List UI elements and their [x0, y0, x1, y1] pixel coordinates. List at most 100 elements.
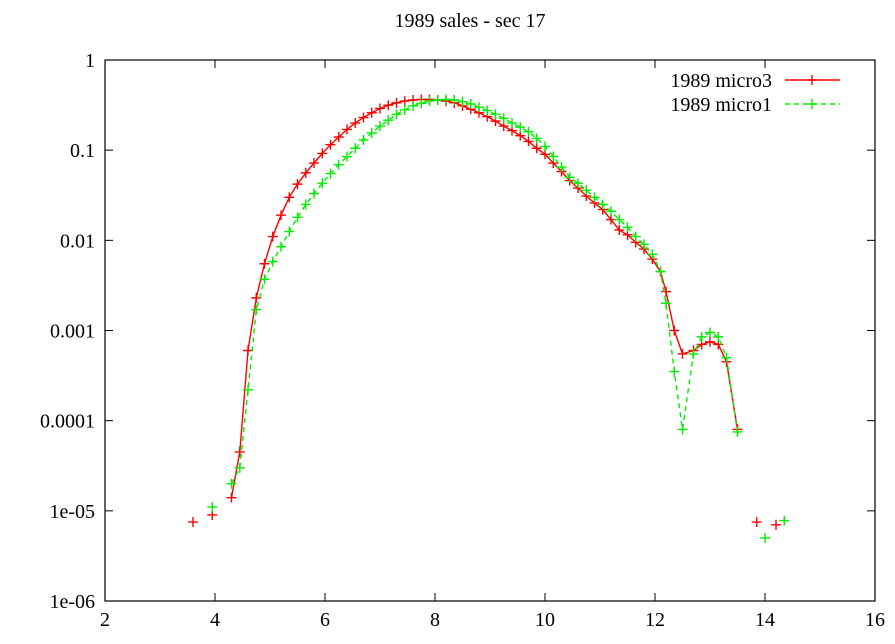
- data-point: [276, 241, 286, 252]
- data-point: [383, 100, 394, 111]
- x-tick-label: 16: [865, 609, 885, 631]
- data-point: [416, 98, 427, 109]
- data-point: [300, 199, 311, 210]
- data-point: [705, 327, 715, 338]
- x-tick-label: 14: [755, 609, 775, 631]
- isolated-point: [188, 517, 198, 528]
- data-point: [713, 331, 724, 342]
- data-point: [309, 188, 319, 199]
- data-point: [309, 158, 319, 169]
- data-point: [317, 148, 328, 159]
- y-tick-label: 0.1: [70, 140, 95, 162]
- y-tick-label: 1: [85, 50, 95, 72]
- data-point: [639, 239, 649, 250]
- data-point: [300, 167, 311, 178]
- data-point: [284, 226, 295, 237]
- data-point: [622, 222, 633, 233]
- data-point: [234, 446, 245, 457]
- y-tick-label: 0.01: [60, 230, 95, 252]
- y-tick-label: 1e-05: [49, 501, 95, 523]
- data-point: [399, 96, 410, 107]
- data-point: [317, 178, 328, 189]
- data-point: [243, 384, 253, 395]
- data-point: [226, 492, 237, 503]
- data-point: [705, 336, 715, 347]
- data-point: [688, 348, 699, 359]
- data-point: [399, 104, 410, 115]
- data-point: [655, 266, 666, 277]
- isolated-point: [779, 515, 790, 526]
- y-tick-label: 0.001: [50, 321, 95, 343]
- data-point: [597, 199, 608, 210]
- data-point: [482, 105, 493, 116]
- data-point: [259, 274, 270, 285]
- data-point: [408, 100, 418, 111]
- plot-frame: [104, 59, 876, 602]
- data-point: [333, 131, 344, 142]
- data-point: [721, 352, 732, 363]
- x-tick-label: 4: [210, 609, 220, 631]
- data-point: [677, 348, 688, 359]
- series-group: [188, 94, 790, 543]
- x-tick-label: 12: [645, 609, 665, 631]
- data-point: [243, 345, 253, 356]
- data-point: [614, 214, 625, 225]
- data-point: [391, 97, 402, 108]
- data-point: [292, 212, 303, 223]
- series-1: [207, 94, 790, 543]
- data-point: [677, 424, 688, 435]
- data-point: [325, 168, 336, 179]
- data-point: [465, 99, 476, 110]
- data-point: [284, 192, 295, 203]
- isolated-point: [207, 502, 218, 513]
- data-point: [276, 210, 286, 221]
- data-point: [234, 462, 245, 473]
- data-point: [498, 113, 509, 124]
- data-point: [474, 102, 484, 113]
- legend-marker: [807, 75, 817, 85]
- axis-ticks: 2 4 6 8 10 12 14 16 1 0.1 0.01 0.001 0.0001 1e-05 1e-0…: [40, 50, 885, 631]
- data-point: [375, 121, 385, 132]
- x-tick-label: 2: [100, 609, 110, 631]
- data-point: [325, 139, 336, 150]
- data-point: [589, 192, 600, 203]
- data-point: [630, 231, 641, 242]
- data-point: [383, 115, 394, 126]
- series-line: [230, 98, 739, 485]
- data-point: [424, 96, 435, 107]
- data-point: [267, 231, 278, 242]
- data-point: [564, 172, 575, 183]
- data-point: [350, 143, 361, 154]
- data-point: [661, 298, 671, 309]
- data-point: [457, 96, 468, 107]
- data-point: [490, 109, 501, 120]
- data-point: [661, 286, 671, 297]
- data-point: [606, 206, 616, 217]
- data-point: [292, 179, 303, 190]
- data-point: [696, 331, 707, 342]
- data-point: [350, 118, 361, 129]
- data-point: [647, 249, 658, 260]
- data-point: [732, 426, 743, 437]
- data-point: [333, 159, 344, 170]
- data-point: [669, 366, 680, 377]
- x-tick-label: 10: [535, 609, 555, 631]
- isolated-point: [760, 532, 770, 543]
- data-point: [540, 141, 550, 152]
- data-point: [515, 122, 526, 133]
- legend-label: 1989 micro1: [670, 94, 772, 116]
- data-point: [259, 258, 270, 269]
- series-line: [230, 98, 739, 498]
- legend-marker: [807, 99, 817, 109]
- x-tick-label: 6: [320, 609, 330, 631]
- data-point: [358, 112, 369, 123]
- chart-title: 1989 sales - sec 17: [394, 10, 545, 32]
- isolated-point: [771, 519, 781, 530]
- data-point: [449, 95, 460, 106]
- data-point: [375, 103, 385, 114]
- data-point: [523, 126, 534, 137]
- data-point: [366, 128, 377, 139]
- series-0: [188, 94, 781, 530]
- data-point: [342, 124, 352, 135]
